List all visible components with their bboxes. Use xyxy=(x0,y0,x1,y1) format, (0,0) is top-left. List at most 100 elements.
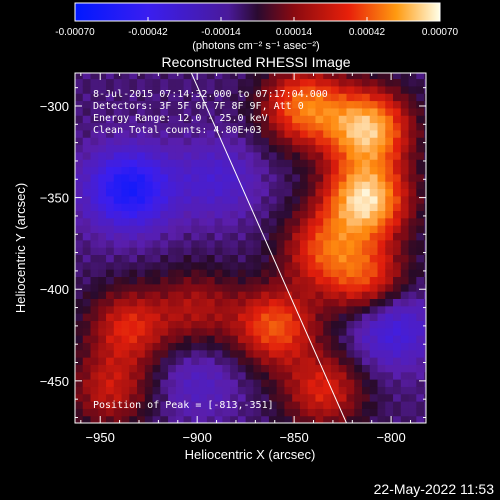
heatmap-cell xyxy=(160,232,169,241)
heatmap-cell xyxy=(113,78,123,87)
heatmap-cell xyxy=(385,188,394,197)
heatmap-cell xyxy=(330,151,340,160)
heatmap-cell xyxy=(237,115,247,124)
heatmap-cell xyxy=(284,122,293,131)
heatmap-cell xyxy=(253,371,262,380)
heatmap-cell xyxy=(98,342,107,351)
heatmap-cell xyxy=(168,335,177,343)
heatmap-cell xyxy=(214,349,223,358)
heatmap-cell xyxy=(408,107,417,116)
heatmap-cell xyxy=(106,181,115,190)
heatmap-cell xyxy=(253,357,262,365)
heatmap-cell xyxy=(199,239,208,248)
heatmap-cell xyxy=(330,173,340,182)
heatmap-cell xyxy=(160,151,169,160)
heatmap-cell xyxy=(168,217,177,226)
heatmap-cell xyxy=(338,210,348,219)
heatmap-cell xyxy=(222,78,231,87)
heatmap-cell xyxy=(338,122,348,131)
heatmap-cell xyxy=(137,129,146,138)
heatmap-cell xyxy=(268,261,278,270)
heatmap-cell xyxy=(121,137,130,146)
heatmap-cell xyxy=(338,305,348,314)
heatmap-cell xyxy=(237,232,247,241)
heatmap-cell xyxy=(75,342,84,351)
heatmap-cell xyxy=(323,122,332,131)
heatmap-cell xyxy=(393,261,402,270)
heatmap-cell xyxy=(346,408,355,417)
heatmap-cell xyxy=(261,239,270,248)
heatmap-cell xyxy=(106,225,115,234)
heatmap-cell xyxy=(106,305,115,314)
heatmap-cell xyxy=(323,217,332,226)
heatmap-cell xyxy=(214,379,223,387)
heatmap-cell xyxy=(245,364,255,373)
heatmap-cell xyxy=(315,364,324,373)
heatmap-cell xyxy=(90,225,99,234)
heatmap-cell xyxy=(369,357,379,365)
heatmap-cell xyxy=(222,107,231,116)
heatmap-cell xyxy=(98,188,107,197)
heatmap-cell xyxy=(230,254,239,263)
heatmap-cell xyxy=(284,137,293,146)
heatmap-cell xyxy=(98,166,107,175)
heatmap-cell xyxy=(400,210,410,219)
heatmap-cell xyxy=(222,210,231,219)
heatmap-cell xyxy=(245,166,255,175)
heatmap-cell xyxy=(222,283,231,292)
heatmap-cell xyxy=(191,217,200,226)
heatmap-cell xyxy=(299,129,309,138)
heatmap-cell xyxy=(82,327,92,336)
heatmap-cell xyxy=(137,320,146,329)
heatmap-cell xyxy=(362,225,371,234)
heatmap-cell xyxy=(121,115,130,124)
heatmap-cell xyxy=(284,217,293,226)
heatmap-cell xyxy=(400,313,410,321)
heatmap-cell xyxy=(253,210,262,219)
heatmap-cell xyxy=(206,166,216,175)
heatmap-cell xyxy=(214,173,223,182)
heatmap-cell xyxy=(121,415,130,423)
heatmap-cell xyxy=(75,298,84,307)
heatmap-cell xyxy=(214,166,223,175)
heatmap-cell xyxy=(268,364,278,373)
heatmap-cell xyxy=(261,349,270,358)
heatmap-cell xyxy=(168,225,177,234)
heatmap-cell xyxy=(137,173,146,182)
heatmap-cell xyxy=(346,371,355,380)
heatmap-cell xyxy=(129,181,138,190)
heatmap-cell xyxy=(206,393,216,402)
heatmap-cell xyxy=(276,100,286,109)
heatmap-cell xyxy=(175,93,185,102)
peak-position-label: Position of Peak = [-813,-351] xyxy=(93,400,274,411)
heatmap-cell xyxy=(400,393,410,402)
heatmap-cell xyxy=(175,313,185,321)
heatmap-cell xyxy=(416,313,425,321)
heatmap-cell xyxy=(168,107,177,116)
heatmap-cell xyxy=(160,173,169,182)
heatmap-cell xyxy=(222,166,231,175)
heatmap-cell xyxy=(354,298,363,307)
heatmap-cell xyxy=(98,408,107,417)
heatmap-cell xyxy=(416,122,425,131)
heatmap-cell xyxy=(284,166,293,175)
heatmap-cell xyxy=(183,129,192,138)
heatmap-cell xyxy=(106,115,115,124)
heatmap-cell xyxy=(245,203,255,212)
heatmap-cell xyxy=(129,232,138,241)
heatmap-cell xyxy=(408,85,417,94)
heatmap-cell xyxy=(144,122,154,131)
heatmap-cell xyxy=(183,107,192,116)
heatmap-cell xyxy=(268,276,278,285)
heatmap-cell xyxy=(330,137,340,146)
heatmap-cell xyxy=(408,232,417,241)
heatmap-cell xyxy=(362,313,371,321)
heatmap-cell xyxy=(377,364,386,373)
heatmap-cell xyxy=(330,401,340,409)
heatmap-cell xyxy=(408,379,417,387)
heatmap-cell xyxy=(183,195,192,204)
heatmap-cell xyxy=(121,357,130,365)
heatmap-cell xyxy=(385,401,394,409)
heatmap-cell xyxy=(206,159,216,168)
